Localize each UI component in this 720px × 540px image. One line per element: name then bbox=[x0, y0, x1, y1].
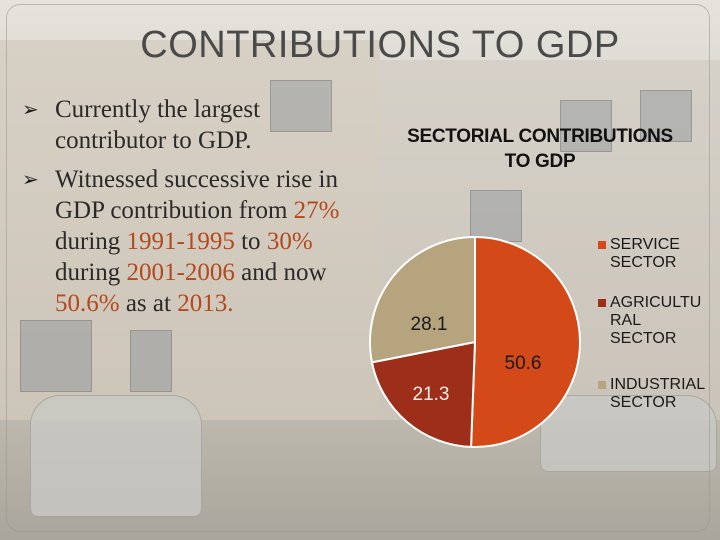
background-window bbox=[640, 90, 692, 142]
bullet-item: ➢ Witnessed successive rise in GDP contri… bbox=[22, 164, 372, 319]
background-car bbox=[30, 395, 202, 517]
bullet-text: and now bbox=[234, 259, 327, 286]
highlighted-text: 50.6% bbox=[55, 290, 120, 317]
background-building-left bbox=[0, 40, 380, 460]
bullet-item: ➢ Currently the largest contributor to GD… bbox=[22, 94, 372, 156]
bullet-text: Currently the largest contributor to GDP… bbox=[55, 96, 261, 154]
bullet-text: during bbox=[55, 259, 127, 286]
highlighted-text: 1991-1995 bbox=[126, 228, 235, 255]
highlighted-text: 2013. bbox=[177, 290, 234, 317]
legend-label: SERVICE SECTOR bbox=[610, 236, 680, 271]
pie-slice-agricultural-sector bbox=[370, 340, 477, 448]
background-window bbox=[130, 330, 172, 392]
pie-data-label: 50.6 bbox=[505, 353, 542, 374]
background-window bbox=[270, 80, 332, 132]
legend-label: AGRICULTU RAL SECTOR bbox=[610, 294, 702, 347]
bullet-text: Witnessed successive rise in GDP contrib… bbox=[55, 166, 338, 224]
chart-title: SECTORIAL CONTRIBUTIONS TO GDP bbox=[407, 126, 673, 172]
highlighted-text: 27% bbox=[293, 197, 340, 224]
bullet-list: ➢ Currently the largest contributor to GD… bbox=[22, 94, 372, 327]
legend-label: INDUSTRIAL SECTOR bbox=[610, 376, 706, 411]
highlighted-text: 30% bbox=[266, 228, 313, 255]
slide-frame bbox=[6, 4, 710, 532]
background-window bbox=[560, 100, 612, 152]
pie-data-label: 21.3 bbox=[413, 384, 450, 405]
bullet-text: to bbox=[234, 228, 267, 255]
arrow-bullet-icon: ➢ bbox=[22, 99, 39, 121]
pie-slice-industrial-sector bbox=[369, 235, 476, 364]
slide-title: CONTRIBUTIONS TO GDP bbox=[140, 24, 620, 66]
legend-swatch bbox=[598, 381, 606, 389]
legend-swatch bbox=[598, 241, 606, 249]
bullet-text: during bbox=[55, 228, 127, 255]
arrow-bullet-icon: ➢ bbox=[22, 169, 39, 191]
legend-swatch bbox=[598, 299, 606, 307]
highlighted-text: 2001-2006 bbox=[126, 259, 235, 286]
background-car bbox=[540, 395, 717, 472]
pie-slice-service-sector bbox=[470, 235, 581, 448]
background-window bbox=[20, 320, 92, 392]
bullet-text: as at bbox=[119, 290, 178, 317]
pie-data-label: 28.1 bbox=[411, 314, 448, 335]
